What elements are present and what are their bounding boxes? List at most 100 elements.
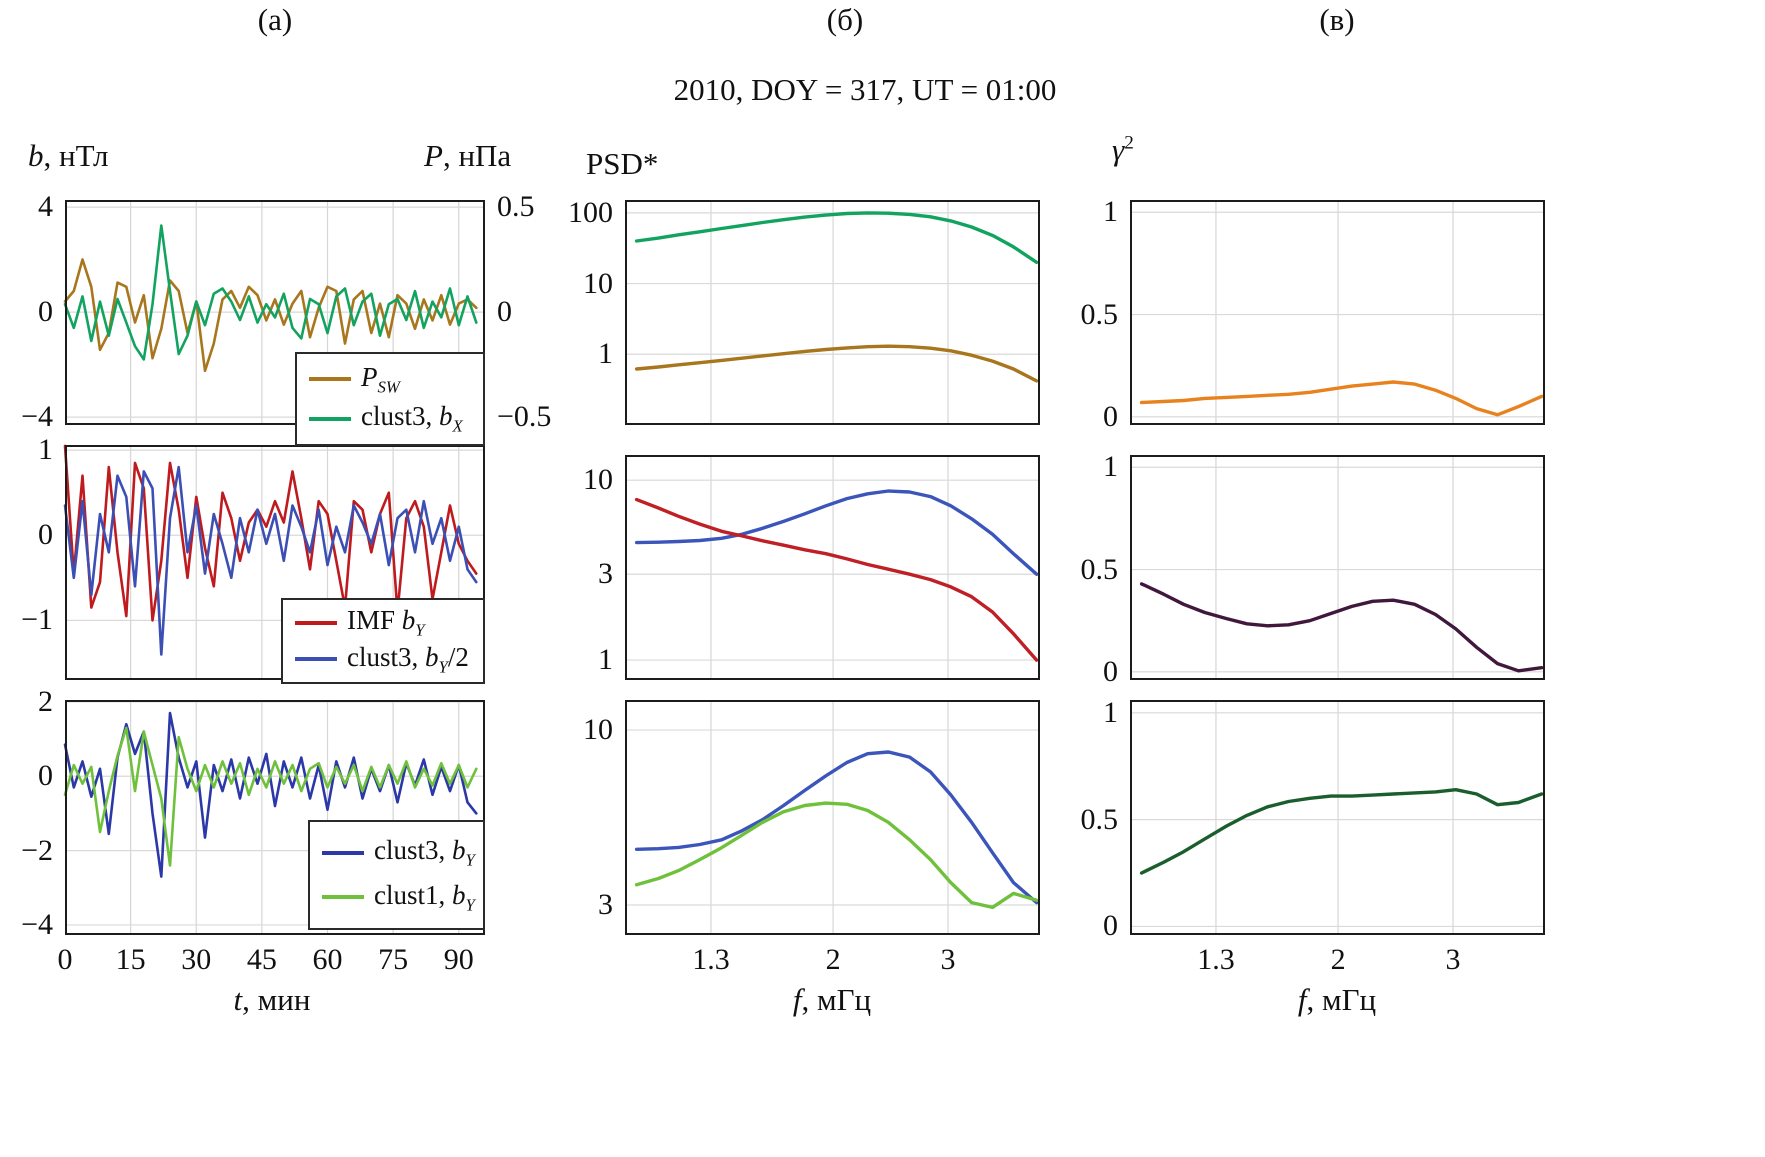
panel-c3-coherence-bottom: 1 0.5 0 1.3 2 3 — [1081, 697, 1545, 975]
x-tick-label: 2 — [1330, 943, 1346, 976]
t-symbol: t — [233, 982, 243, 1017]
y-tick-label: 0.5 — [1080, 552, 1119, 586]
y-tick-label: 0 — [1103, 399, 1118, 433]
legend-item-clust1-by: clust1, bY — [322, 880, 475, 915]
t-units: , мин — [242, 982, 311, 1017]
panel-border — [625, 455, 1040, 680]
y-tick-label: 10 — [583, 713, 613, 747]
axis-label-f-mhz-b: f, мГц — [732, 982, 932, 1018]
panel-b3-psd-bottom: 10 3 1.3 2 3 — [583, 700, 1040, 975]
x-tick-label: 30 — [181, 943, 212, 976]
column-label-v: (в) — [1319, 2, 1355, 37]
legend-label-clust3-by: clust3, bY — [374, 835, 475, 870]
series-coherence_imf_clust3 — [1139, 582, 1544, 673]
series-psd_IMF_bY — [634, 497, 1039, 662]
legend-label-clust1-by: clust1, bY — [374, 879, 475, 914]
series-clust3_bX — [63, 224, 478, 361]
axis-label-p-npa: P, нПа — [424, 138, 511, 174]
series-psd_clust3_bY — [634, 489, 1039, 576]
chart-svg-b3 — [625, 700, 1040, 935]
y-tick-label: 10 — [583, 266, 613, 300]
x-tick-label: 1.3 — [1197, 943, 1235, 976]
panel-border — [1130, 200, 1545, 425]
y-tick-label: 1 — [1103, 450, 1118, 484]
column-label-a: (а) — [257, 2, 293, 37]
legend-label-imf-by: IMF bY — [347, 605, 425, 640]
legend-a3: clust3, bY clust1, bY — [308, 820, 485, 930]
legend-line-imf-by — [295, 620, 337, 625]
y-tick-label: −2 — [21, 833, 53, 867]
legend-line-clust3-by-half — [295, 657, 337, 662]
chart-svg-c2 — [1130, 455, 1545, 680]
series-clust3_bY_half — [63, 465, 478, 656]
chart-svg-a2 — [63, 444, 485, 680]
panel-a1-timeseries-psw-bx: 4 0 −4 0.5 0 −0.5 — [21, 191, 551, 431]
gamma-exponent: 2 — [1124, 132, 1134, 154]
axis-label-b-units: , нТл — [43, 138, 109, 173]
y-tick-label: 0 — [38, 295, 53, 329]
y2-tick-label: 0 — [497, 294, 512, 328]
gamma-symbol: γ — [1112, 132, 1125, 167]
y-tick-label: 0 — [38, 759, 53, 793]
legend-a2: IMF bY clust3, bY/2 — [281, 598, 485, 684]
f-symbol-b: f — [792, 982, 802, 1017]
f-symbol-v: f — [1297, 982, 1307, 1017]
y-tick-label: −4 — [21, 907, 53, 941]
panel-border — [625, 200, 1040, 425]
x-tick-label: 3 — [940, 943, 956, 976]
x-tick-label: 15 — [115, 943, 146, 976]
legend-line-psw — [309, 377, 351, 382]
legend-item-imf-by: IMF bY — [295, 605, 471, 640]
y-tick-label: 1 — [598, 643, 613, 677]
y2-tick-label: 0.5 — [497, 189, 535, 223]
legend-line-clust3-by — [322, 850, 364, 855]
y-tick-label: 3 — [598, 557, 613, 591]
axis-label-p-symbol: P — [424, 138, 443, 173]
axis-label-p-units: , нПа — [442, 138, 512, 173]
y-tick-label: 2 — [38, 684, 53, 718]
chart-svg-b1 — [625, 200, 1040, 425]
x-tick-label: 0 — [57, 943, 73, 976]
x-tick-label: 90 — [443, 943, 474, 976]
column-label-b: (б) — [826, 2, 864, 37]
panel-b1-psd-top: 100 10 1 — [568, 197, 1040, 425]
y-tick-label: 1 — [598, 337, 613, 371]
panel-a2-timeseries-imf-clust3: 1 0 −1 — [21, 435, 485, 680]
series-coherence_psw_bx — [1139, 380, 1544, 417]
x-tick-label: 3 — [1445, 943, 1461, 976]
chart-svg-c1 — [1130, 200, 1545, 425]
legend-line-clust1-by — [322, 895, 364, 900]
x-tick-label: 75 — [378, 943, 409, 976]
y-tick-label: −4 — [21, 400, 53, 434]
f-units-v: , мГц — [1306, 982, 1377, 1017]
chart-svg-b2 — [625, 455, 1040, 680]
legend-item-psw: PSW — [309, 362, 471, 397]
series-psd_clust1_bY — [634, 801, 1039, 910]
legend-item-clust3-by-half: clust3, bY/2 — [295, 642, 471, 677]
series-coherence_clust3_clust1 — [1139, 787, 1544, 875]
panel-border — [65, 700, 485, 935]
panel-c2-coherence-middle: 1 0.5 0 — [1081, 452, 1545, 686]
axis-label-gamma-squared: γ2 — [1112, 132, 1134, 168]
legend-label-clust3-bx: clust3, bX — [361, 400, 463, 436]
legend-line-clust3-bx — [309, 416, 351, 421]
y-tick-label: −1 — [21, 603, 53, 637]
legend-label-psw: PSW — [361, 361, 400, 397]
y-tick-label: 0 — [1103, 909, 1118, 943]
axis-label-b-ntl: b, нТл — [28, 138, 108, 174]
y-tick-label: 1 — [38, 433, 53, 467]
y-tick-label: 0.5 — [1080, 297, 1119, 331]
chart-svg-c3 — [1130, 700, 1545, 935]
panel-b2-psd-middle: 10 3 1 — [583, 455, 1040, 680]
x-tick-label: 45 — [246, 943, 277, 976]
y-tick-label: 3 — [598, 887, 613, 921]
panel-border — [65, 445, 485, 680]
legend-item-clust3-by: clust3, bY — [322, 835, 475, 870]
series-clust1_bY — [63, 726, 478, 867]
y-tick-label: 0 — [1103, 654, 1118, 688]
y-tick-label: 4 — [38, 190, 53, 224]
legend-label-clust3-by-half: clust3, bY/2 — [347, 641, 469, 676]
axis-label-f-mhz-v: f, мГц — [1237, 982, 1437, 1018]
panel-border — [1130, 700, 1545, 935]
